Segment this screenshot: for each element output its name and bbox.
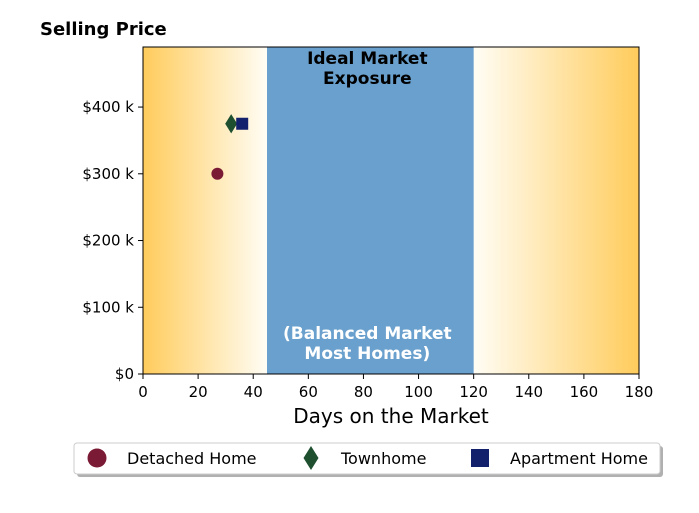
x-tick-label: 20 — [189, 383, 208, 401]
x-tick-label: 100 — [404, 383, 433, 401]
legend-marker-circle — [87, 448, 107, 468]
x-tick-label: 40 — [244, 383, 263, 401]
x-tick-label: 80 — [354, 383, 373, 401]
y-tick-label: $100 k — [82, 298, 134, 316]
y-tick-label: $0 — [115, 365, 134, 383]
legend-label: Townhome — [340, 449, 426, 468]
gradient-left-zone — [143, 47, 267, 374]
legend-box — [73, 442, 661, 475]
legend-label: Detached Home — [127, 449, 257, 468]
y-tick-label: $400 k — [82, 98, 134, 116]
x-tick-label: 160 — [570, 383, 599, 401]
y-tick-label: $200 k — [82, 232, 134, 250]
gradient-right-zone — [473, 47, 639, 374]
data-point-diamond — [225, 114, 238, 134]
x-tick-label: 120 — [459, 383, 488, 401]
legend: Detached Home Townhome Apartment Home — [73, 442, 663, 477]
legend-marker-square — [471, 449, 489, 467]
x-axis: 0 20 40 60 80 100 120 140 160 180 — [138, 374, 653, 401]
x-axis-label: Days on the Market — [293, 404, 489, 428]
x-tick-label: 180 — [625, 383, 654, 401]
data-point-circle — [211, 167, 224, 180]
legend-marker-diamond — [303, 446, 319, 470]
x-tick-label: 0 — [138, 383, 148, 401]
band-label-bottom-line1: (Balanced Market — [283, 324, 452, 344]
data-point-square — [236, 117, 249, 130]
band-label-top-line2: Exposure — [323, 69, 412, 89]
ideal-exposure-band — [267, 47, 474, 374]
data-points — [211, 114, 249, 180]
legend-label: Apartment Home — [510, 449, 648, 468]
x-tick-label: 60 — [299, 383, 318, 401]
plot-background — [143, 47, 639, 374]
y-tick-label: $300 k — [82, 165, 134, 183]
band-label-top-line1: Ideal Market — [307, 49, 428, 69]
band-label-bottom-line2: Most Homes) — [304, 344, 430, 364]
plot-frame — [142, 46, 640, 375]
y-axis: $0 $100 k $200 k $300 k $400 k — [82, 98, 143, 383]
x-tick-label: 140 — [514, 383, 543, 401]
chart-title: Selling Price — [40, 19, 167, 40]
